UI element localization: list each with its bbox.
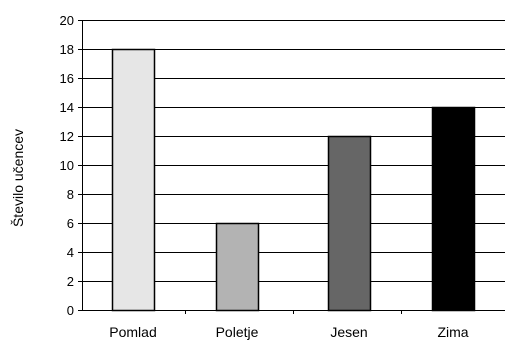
y-tick-label: 18 xyxy=(60,42,74,57)
bar-jesen xyxy=(327,135,372,312)
y-axis-title: Število učencev xyxy=(10,129,26,227)
bars xyxy=(111,48,476,312)
bar-zima xyxy=(431,106,476,312)
y-tick-label: 10 xyxy=(60,158,74,173)
y-tick-label: 16 xyxy=(60,71,74,86)
x-tick-label-zima: Zima xyxy=(437,324,468,340)
y-ticks: 0 2 4 6 8 10 12 14 16 18 20 xyxy=(60,13,82,318)
y-tick-label: 6 xyxy=(67,216,74,231)
y-tick-label: 20 xyxy=(60,13,74,28)
y-tick-label: 8 xyxy=(67,187,74,202)
x-tick-label-jesen: Jesen xyxy=(330,324,367,340)
bar-pomlad xyxy=(111,48,156,312)
y-tick-label: 0 xyxy=(67,303,74,318)
bar-poletje xyxy=(215,222,260,312)
x-tick-labels: Pomlad Poletje Jesen Zima xyxy=(109,310,469,340)
y-tick-label: 14 xyxy=(60,100,74,115)
y-tick-label: 12 xyxy=(60,129,74,144)
axes xyxy=(78,20,505,311)
y-tick-label: 2 xyxy=(67,274,74,289)
x-tick-label-pomlad: Pomlad xyxy=(109,324,156,340)
x-tick-label-poletje: Poletje xyxy=(216,324,259,340)
y-tick-label: 4 xyxy=(67,245,74,260)
